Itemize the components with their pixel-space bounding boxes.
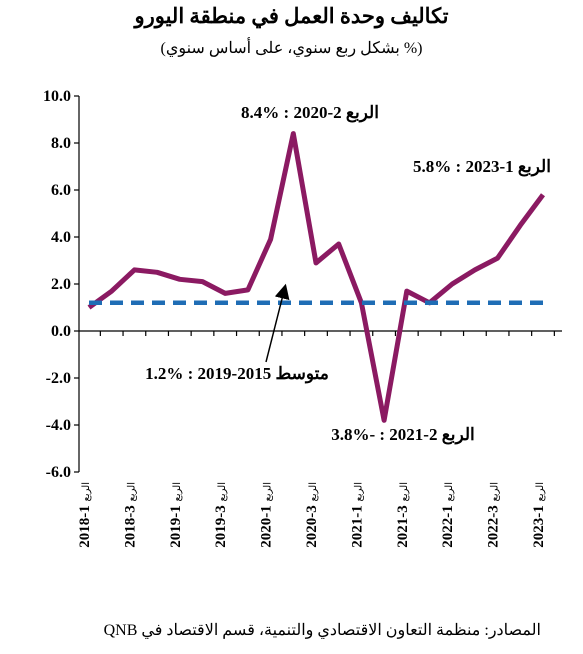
x-tick-year: 2018-1	[77, 501, 93, 547]
y-axis: 10.0 8.0 6.0 4.0 2.0 0.0 -2.0 -4.0 -6.0	[43, 88, 80, 481]
x-tick-label: 2020-3 الربع	[304, 482, 320, 548]
x-tick-year: 2019-1	[168, 501, 184, 547]
y-tick-label: -6.0	[46, 464, 71, 481]
x-tick-quarter: الربع	[490, 482, 501, 501]
x-tick-quarter: الربع	[535, 482, 546, 501]
source-note: المصادر: منظمة التعاون الاقتصادي والتنمي…	[103, 622, 541, 639]
y-tick-label: -2.0	[46, 370, 71, 387]
x-tick-quarter: الربع	[126, 482, 137, 501]
x-tick-text: 2019-1 الربع	[168, 482, 184, 548]
x-tick-quarter: الربع	[172, 482, 183, 501]
x-tick-quarter: الربع	[263, 482, 274, 501]
y-tick-label: 2.0	[51, 276, 71, 293]
x-tick-quarter: الربع	[81, 482, 92, 501]
y-tick-label: 6.0	[51, 182, 71, 199]
series-group	[87, 131, 546, 423]
x-tick-quarter: الربع	[353, 482, 364, 501]
x-tick-text: 2020-1 الربع	[259, 482, 275, 548]
annotation-peak: الربع 2-2020 : %8.4	[241, 103, 379, 123]
x-tick-label: 2022-3 الربع	[486, 482, 502, 548]
y-tick-label: 0.0	[51, 323, 71, 340]
x-tick-quarter: الربع	[399, 482, 410, 501]
x-tick-label: 2019-1 الربع	[168, 482, 184, 548]
y-tick-label: 8.0	[51, 135, 71, 152]
x-tick-text: 2022-3 الربع	[486, 482, 502, 548]
x-tick-label: 2021-3 الربع	[395, 482, 411, 548]
x-tick-text: 2022-1 الربع	[440, 482, 456, 548]
x-tick-quarter: الربع	[217, 482, 228, 501]
x-tick-text: 2018-3 الربع	[122, 482, 138, 548]
x-tick-text: 2023-1 الربع	[531, 482, 547, 548]
y-tick-label: 4.0	[51, 229, 71, 246]
x-tick-year: 2020-3	[304, 501, 320, 547]
annotation-latest: الربع 1-2023 : %5.8	[413, 157, 551, 177]
annotations: الربع 2-2020 : %8.4 الربع 1-2023 : %5.8 …	[145, 103, 551, 445]
x-tick-label: 2018-1 الربع	[77, 482, 93, 548]
x-tick-label: 2019-3 الربع	[213, 482, 229, 548]
x-tick-year: 2022-3	[486, 501, 502, 547]
y-tick-label: -4.0	[46, 417, 71, 434]
x-tick-label: 2021-1 الربع	[349, 482, 365, 548]
x-tick-year: 2021-3	[395, 501, 411, 547]
y-tick-label: 10.0	[43, 88, 71, 105]
chart-subtitle: (% بشكل ربع سنوي، على أساس سنوي)	[160, 40, 423, 57]
x-tick-year: 2018-3	[122, 501, 138, 547]
average-arrow	[265, 283, 290, 363]
x-tick-label: 2022-1 الربع	[440, 482, 456, 548]
x-tick-text: 2019-3 الربع	[213, 482, 229, 548]
chart-title: تكاليف وحدة العمل في منطقة اليورو	[134, 4, 449, 28]
x-tick-text: 2018-1 الربع	[77, 482, 93, 548]
x-tick-quarter: الربع	[444, 482, 455, 501]
x-tick-year: 2022-1	[440, 501, 456, 547]
x-tick-text: 2020-3 الربع	[304, 482, 320, 548]
x-tick-label: 2018-3 الربع	[122, 482, 138, 548]
x-tick-year: 2019-3	[213, 501, 229, 547]
x-tick-text: 2021-3 الربع	[395, 482, 411, 548]
x-tick-quarter: الربع	[308, 482, 319, 501]
x-tick-label: 2020-1 الربع	[259, 482, 275, 548]
x-tick-year: 2021-1	[349, 501, 365, 547]
x-tick-year: 2020-1	[259, 501, 275, 547]
annotation-average: متوسط 2015-2019 : %1.2	[145, 364, 329, 384]
x-tick-label: 2023-1 الربع	[531, 482, 547, 548]
x-tick-year: 2023-1	[531, 501, 547, 547]
annotation-trough: الربع 2-2021 : -%3.8	[331, 425, 475, 445]
x-tick-text: 2021-1 الربع	[349, 482, 365, 548]
